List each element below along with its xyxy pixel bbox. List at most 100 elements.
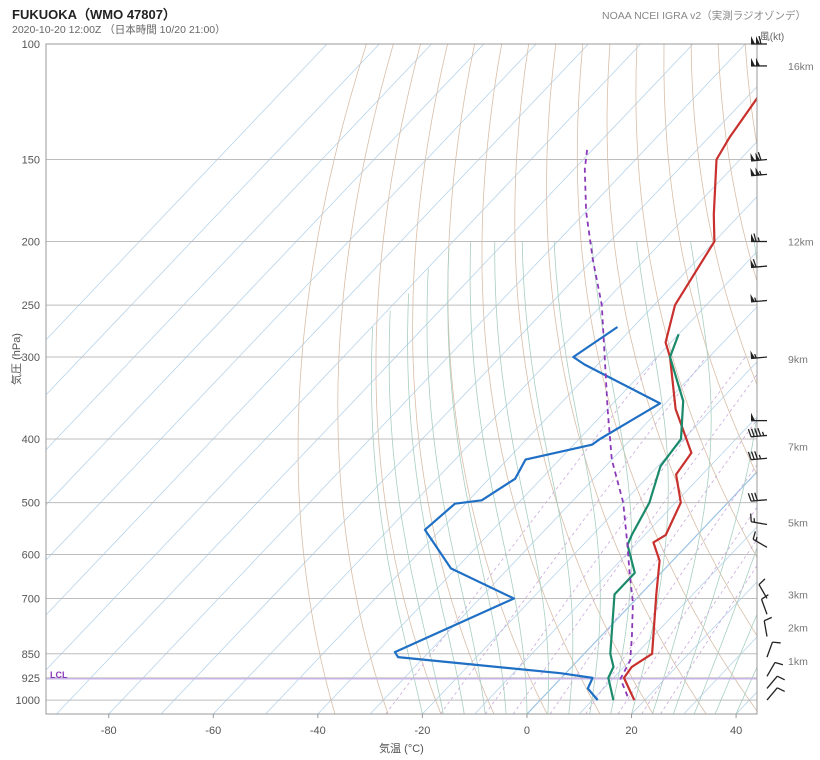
height-label: 3km: [788, 589, 808, 601]
series-line: [583, 149, 634, 701]
series-line: [607, 333, 685, 701]
isotherm-line: [474, 416, 757, 714]
dry-adiabat: [799, 44, 820, 714]
x-axis-label: 気温 (°C): [379, 741, 424, 755]
y-tick-label: 200: [22, 237, 40, 249]
height-label: 1km: [788, 656, 808, 668]
isotherm-line: [735, 691, 757, 714]
dry-adiabat: [375, 44, 442, 714]
wind-barb: [766, 661, 784, 677]
wind-barb: [747, 451, 768, 461]
isotherm-line: [265, 196, 757, 714]
dry-adiabat: [546, 44, 707, 714]
y-tick-label: 1000: [16, 695, 40, 707]
isotherm-line: [46, 44, 485, 506]
wind-barbs: 風(kt) 16km 12km 9km 7km 5km 3km 2km 1km: [747, 31, 814, 701]
background-lines: [46, 44, 820, 714]
height-label: 7km: [788, 442, 808, 454]
y-tick-label: 600: [22, 550, 40, 562]
moist-adiabat: [388, 310, 444, 714]
y-tick-label: 700: [22, 593, 40, 605]
moist-adiabat: [407, 293, 465, 714]
dry-adiabat: [772, 44, 820, 714]
x-tick-label: 0: [524, 725, 530, 737]
isotherm-line: [317, 251, 757, 714]
wind-barb: [758, 578, 768, 599]
plot-frame: [45, 43, 758, 715]
dry-adiabat: [337, 44, 394, 714]
dry-adiabat: [635, 44, 757, 559]
lcl-label: LCL: [50, 670, 68, 680]
series-line: [622, 96, 757, 701]
wind-barb: [750, 152, 768, 162]
y-tick-label: 300: [22, 352, 40, 364]
wind-barb: [750, 259, 768, 269]
wind-barb: [751, 412, 767, 422]
height-label: 16km: [788, 61, 814, 73]
isotherm-line: [160, 86, 757, 714]
moist-adiabat: [673, 241, 757, 714]
moist-adiabat: [447, 248, 507, 714]
isotherm-line: [46, 44, 537, 561]
dry-adiabat: [447, 44, 548, 714]
x-tick-label: -80: [101, 725, 117, 737]
height-label: 12km: [788, 237, 814, 249]
mixing-ratio-line: [385, 356, 659, 714]
wind-barb: [750, 513, 768, 526]
chart-subtitle: 2020-10-20 12:00Z （日本時間 10/20 21:00）: [12, 24, 226, 36]
data-source-label: NOAA NCEI IGRA v2（実測ラジオゾンデ）: [602, 10, 806, 22]
mixing-ratio-line: [485, 356, 746, 714]
wind-barb: [751, 233, 767, 243]
x-tick-label: 40: [730, 725, 742, 737]
isotherm-line: [683, 636, 757, 714]
moist-adiabat: [521, 241, 574, 714]
wind-barb: [766, 675, 785, 689]
y-axis-label: 気圧 (hPa): [9, 333, 23, 385]
isotherm-line: [788, 44, 820, 714]
wind-barb: [766, 641, 781, 658]
y-tick-label: 850: [22, 649, 40, 661]
wind-barb: [750, 350, 768, 360]
isotherm-line: [56, 44, 694, 714]
y-tick-label: 100: [22, 39, 40, 51]
wind-barb: [763, 616, 773, 637]
dry-adiabat: [606, 44, 757, 637]
isotherm-line: [422, 361, 757, 714]
dry-adiabat: [481, 44, 601, 714]
height-label: 5km: [788, 517, 808, 529]
x-tick-label: -20: [414, 725, 430, 737]
wind-barb: [747, 427, 768, 438]
y-tick-label: 250: [22, 300, 40, 312]
y-tick-label: 400: [22, 434, 40, 446]
wind-barb: [751, 57, 767, 67]
profile-lines: [393, 96, 757, 701]
moist-adiabat: [469, 241, 528, 714]
y-tick-label: 150: [22, 155, 40, 167]
dry-adiabat: [576, 44, 757, 712]
isotherm-line: [46, 44, 432, 451]
wind-unit-label: 風(kt): [760, 31, 784, 43]
wind-barb: [751, 35, 767, 45]
isotherm-line: [46, 44, 380, 396]
moist-adiabat: [652, 241, 712, 714]
moist-adiabat: [426, 268, 486, 714]
moist-adiabat: [735, 666, 757, 714]
height-label: 9km: [788, 354, 808, 366]
isotherm-line: [213, 141, 757, 714]
dry-adiabat: [663, 44, 757, 476]
chart-title: FUKUOKA（WMO 47807）: [12, 7, 176, 22]
isotherm-line: [46, 44, 589, 616]
height-label: 2km: [788, 622, 808, 634]
isotherm-line: [108, 44, 746, 714]
dry-adiabat: [412, 44, 495, 714]
wind-barb: [752, 531, 768, 548]
dry-adiabat: [744, 44, 757, 148]
axes: -80 -60 -40 -20 0 20 40 気温 (°C) 気圧 (hPa): [9, 43, 758, 755]
moist-adiabat: [553, 241, 601, 714]
isotherm-line: [578, 526, 757, 714]
isotherm-line: [46, 44, 328, 341]
isotherm-line: [46, 44, 641, 671]
x-tick-label: -40: [310, 725, 326, 737]
moist-adiabat: [631, 241, 669, 714]
